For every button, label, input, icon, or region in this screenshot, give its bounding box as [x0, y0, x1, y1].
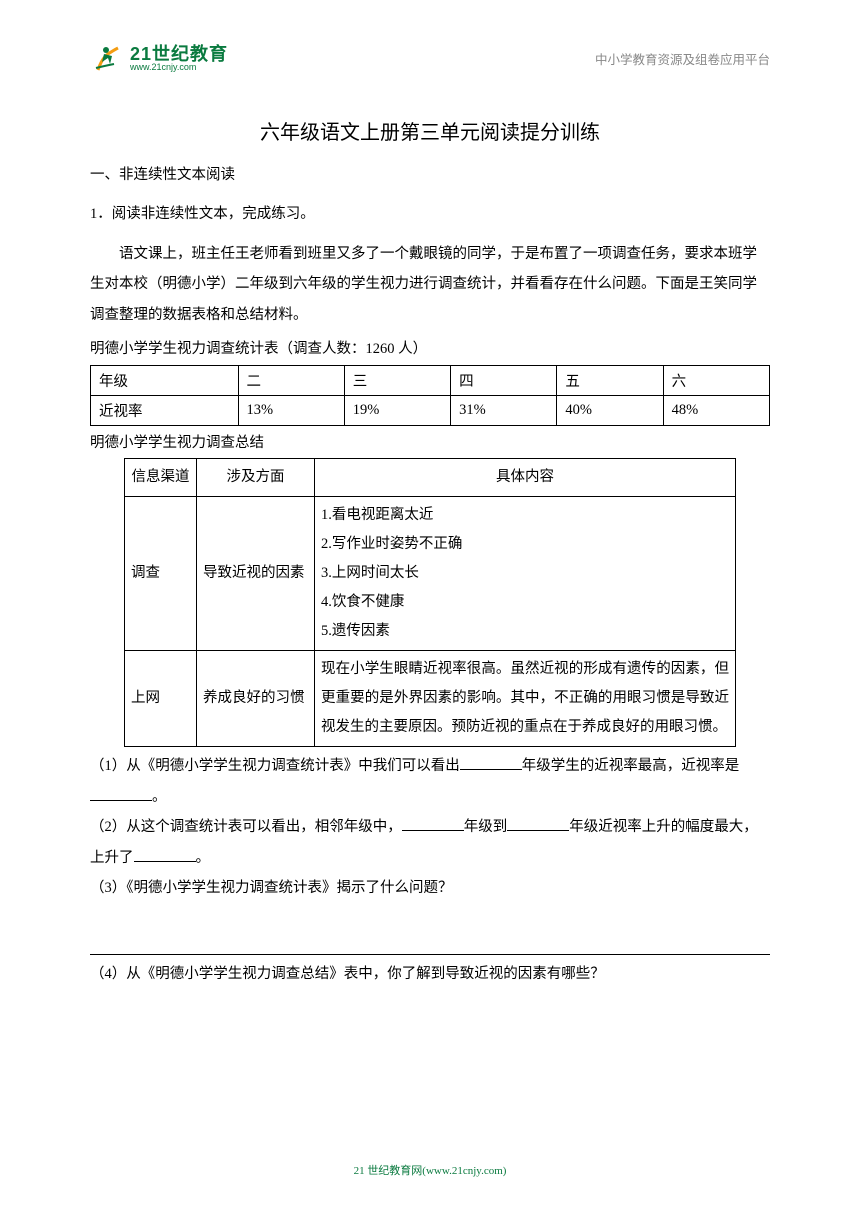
question-number: 1．阅读非连续性文本，完成练习。	[90, 202, 770, 223]
blank-input[interactable]	[134, 846, 196, 862]
page-title: 六年级语文上册第三单元阅读提分训练	[90, 116, 770, 145]
table-row: 信息渠道 涉及方面 具体内容	[125, 459, 736, 497]
q2-text-4: 。	[196, 850, 211, 866]
answer-line[interactable]	[90, 927, 770, 955]
table-cell: 调查	[125, 497, 197, 651]
content-item: 1.看电视距离太近	[321, 501, 729, 530]
logo-brand: 21世纪教育	[130, 45, 228, 63]
table-cell: 现在小学生眼睛近视率很高。虽然近视的形成有遗传的因素，但更重要的是外界因素的影响…	[315, 651, 736, 747]
table1-caption: 明德小学学生视力调查统计表（调查人数：1260 人）	[90, 334, 770, 364]
sub-question-3: （3）《明德小学学生视力调查统计表》揭示了什么问题？	[90, 873, 770, 903]
page-header: 21世纪教育 www.21cnjy.com 中小学教育资源及组卷应用平台	[90, 40, 770, 76]
table-header-cell: 四	[451, 365, 557, 395]
table-row: 上网 养成良好的习惯 现在小学生眼睛近视率很高。虽然近视的形成有遗传的因素，但更…	[125, 651, 736, 747]
blank-input[interactable]	[402, 815, 464, 831]
table-header-cell: 年级	[91, 365, 239, 395]
table2-caption: 明德小学学生视力调查总结	[90, 428, 770, 458]
q1-text-2: 年级学生的近视率最高，近视率是	[522, 758, 740, 774]
sub-question-4: （4）从《明德小学学生视力调查总结》表中，你了解到导致近视的因素有哪些？	[90, 959, 770, 989]
content-item: 5.遗传因素	[321, 617, 729, 646]
content-item: 3.上网时间太长	[321, 559, 729, 588]
survey-summary-table: 信息渠道 涉及方面 具体内容 调查 导致近视的因素 1.看电视距离太近 2.写作…	[124, 458, 736, 747]
table-cell: 导致近视的因素	[197, 497, 315, 651]
sub-question-2: （2）从这个调查统计表可以看出，相邻年级中，年级到年级近视率上升的幅度最大，上升…	[90, 812, 770, 873]
table-cell: 养成良好的习惯	[197, 651, 315, 747]
table-header-cell: 具体内容	[315, 459, 736, 497]
section-header: 一、非连续性文本阅读	[90, 163, 770, 184]
table-cell: 1.看电视距离太近 2.写作业时姿势不正确 3.上网时间太长 4.饮食不健康 5…	[315, 497, 736, 651]
sub-question-1: （1）从《明德小学学生视力调查统计表》中我们可以看出 年级学生的近视率最高，近视率…	[90, 751, 770, 812]
table-header-cell: 六	[663, 365, 769, 395]
table-cell: 近视率	[91, 395, 239, 425]
table-row: 年级 二 三 四 五 六	[91, 365, 770, 395]
table-header-cell: 信息渠道	[125, 459, 197, 497]
q1-text-1: （1）从《明德小学学生视力调查统计表》中我们可以看出	[90, 758, 460, 774]
q2-text-2: 年级到	[464, 819, 508, 835]
table-header-cell: 三	[344, 365, 450, 395]
table-row: 近视率 13% 19% 31% 40% 48%	[91, 395, 770, 425]
table-cell: 31%	[451, 395, 557, 425]
logo-icon	[90, 40, 126, 76]
table-cell: 上网	[125, 651, 197, 747]
blank-input[interactable]	[460, 754, 522, 770]
logo-url: www.21cnjy.com	[130, 63, 228, 72]
q2-text-1: （2）从这个调查统计表可以看出，相邻年级中，	[90, 819, 402, 835]
table-cell: 40%	[557, 395, 663, 425]
header-subtitle: 中小学教育资源及组卷应用平台	[595, 49, 770, 68]
table-row: 调查 导致近视的因素 1.看电视距离太近 2.写作业时姿势不正确 3.上网时间太…	[125, 497, 736, 651]
table-header-cell: 二	[238, 365, 344, 395]
table-header-cell: 五	[557, 365, 663, 395]
table-cell: 48%	[663, 395, 769, 425]
blank-input[interactable]	[90, 785, 152, 801]
page-footer: 21 世纪教育网(www.21cnjy.com)	[0, 1162, 860, 1178]
table-cell: 13%	[238, 395, 344, 425]
content-item: 4.饮食不健康	[321, 588, 729, 617]
survey-stats-table: 年级 二 三 四 五 六 近视率 13% 19% 31% 40% 48%	[90, 365, 770, 426]
table-header-cell: 涉及方面	[197, 459, 315, 497]
blank-input[interactable]	[507, 815, 569, 831]
q1-text-3: 。	[152, 789, 167, 805]
table-cell: 19%	[344, 395, 450, 425]
logo-text: 21世纪教育 www.21cnjy.com	[130, 45, 228, 72]
intro-paragraph: 语文课上，班主任王老师看到班里又多了一个戴眼镜的同学，于是布置了一项调查任务，要…	[90, 239, 770, 330]
content-item: 2.写作业时姿势不正确	[321, 530, 729, 559]
logo-area: 21世纪教育 www.21cnjy.com	[90, 40, 228, 76]
